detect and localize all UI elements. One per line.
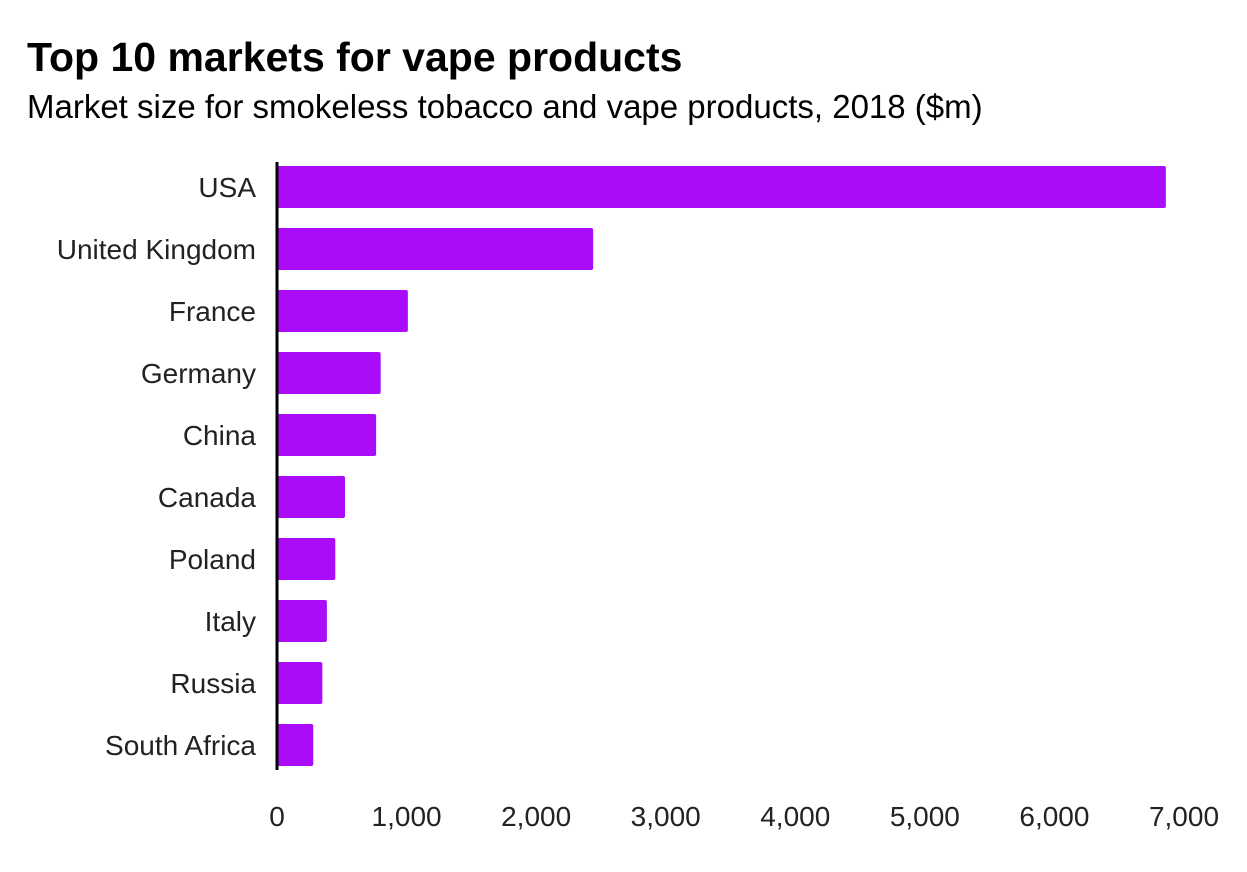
bar-united-kingdom bbox=[277, 228, 594, 270]
x-tick-label: 6,000 bbox=[1019, 801, 1089, 832]
bar-poland bbox=[277, 538, 336, 580]
x-tick-label: 0 bbox=[269, 801, 285, 832]
category-label: Russia bbox=[170, 668, 256, 699]
bar-italy bbox=[277, 600, 327, 642]
category-label: France bbox=[169, 296, 256, 327]
category-label: South Africa bbox=[105, 730, 256, 761]
chart-title: Top 10 markets for vape products bbox=[27, 34, 683, 80]
bar-south-africa bbox=[277, 724, 314, 766]
bar-usa bbox=[277, 166, 1166, 208]
category-label: USA bbox=[198, 172, 256, 203]
category-label: United Kingdom bbox=[57, 234, 256, 265]
category-label: China bbox=[183, 420, 257, 451]
category-label: Italy bbox=[205, 606, 256, 637]
x-tick-label: 1,000 bbox=[372, 801, 442, 832]
category-label: Canada bbox=[158, 482, 257, 513]
bar-france bbox=[277, 290, 408, 332]
x-tick-label: 7,000 bbox=[1149, 801, 1219, 832]
chart-subtitle: Market size for smokeless tobacco and va… bbox=[27, 88, 983, 125]
x-tick-label: 3,000 bbox=[631, 801, 701, 832]
bar-germany bbox=[277, 352, 381, 394]
bar-china bbox=[277, 414, 377, 456]
category-label: Germany bbox=[141, 358, 256, 389]
category-label: Poland bbox=[169, 544, 256, 575]
x-tick-label: 4,000 bbox=[760, 801, 830, 832]
bar-russia bbox=[277, 662, 323, 704]
bar-canada bbox=[277, 476, 346, 518]
x-tick-label: 2,000 bbox=[501, 801, 571, 832]
x-tick-label: 5,000 bbox=[890, 801, 960, 832]
